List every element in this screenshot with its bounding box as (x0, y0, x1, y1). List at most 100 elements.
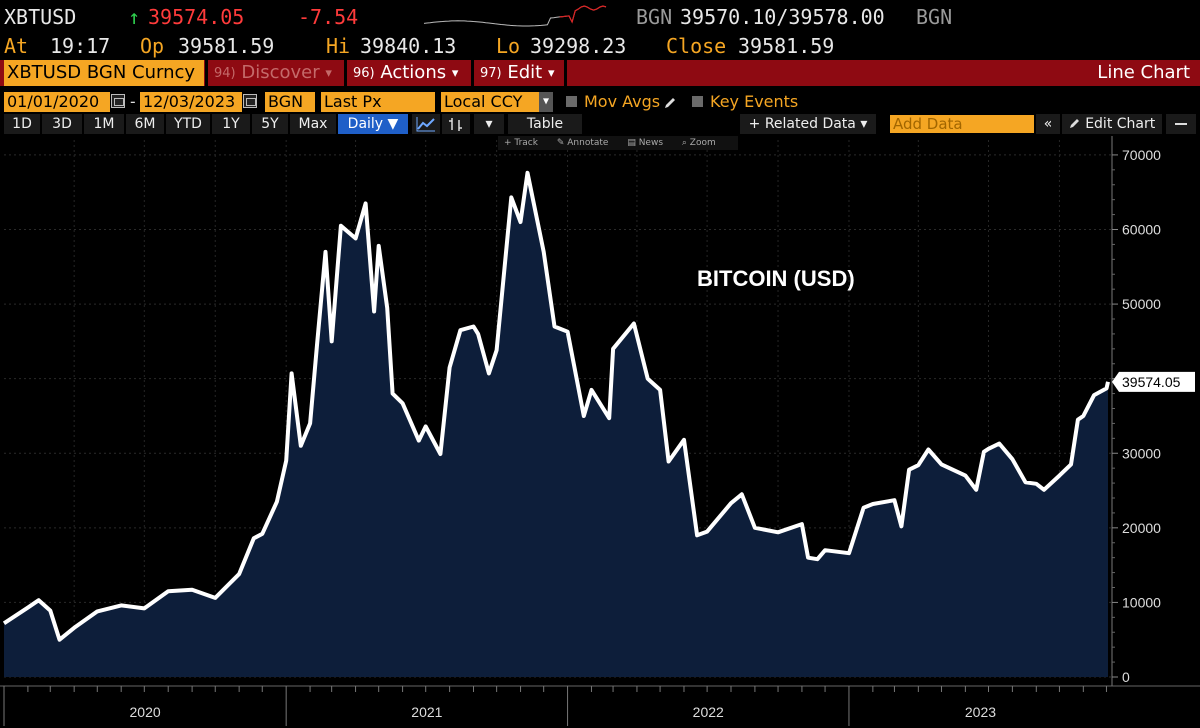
period-1y-button[interactable]: 1Y (212, 114, 250, 134)
chart-toolbar: 1D 3D 1M 6M YTD 1Y 5Y Max Daily ▼ ▾ Tabl… (0, 113, 1200, 135)
news-tool-label: News (638, 138, 664, 148)
divider (564, 60, 567, 86)
annotate-tool-label: Annotate (567, 138, 609, 148)
y-tick-label: 10000 (1122, 594, 1161, 610)
pencil-icon[interactable] (663, 96, 677, 110)
price-area (4, 172, 1108, 678)
chevron-down-icon[interactable]: ▼ (539, 92, 553, 112)
actions-menu-label: Actions (380, 62, 447, 83)
quote-time: 19:17 (50, 34, 111, 58)
sparkline-recent-path (559, 5, 607, 24)
discover-menu[interactable]: 94) Discover ▾ (208, 60, 344, 86)
y-tick-label: 0 (1122, 669, 1130, 685)
quote-header: XBTUSD ↑ 39574.05 -7.54 BGN 39570.10/395… (0, 0, 1200, 34)
price-change: -7.54 (298, 5, 359, 29)
ticker-symbol: XBTUSD (4, 5, 77, 29)
actions-menu-number: 96) (353, 66, 375, 81)
zoom-tool-label: Zoom (689, 138, 716, 148)
line-chart-glyph (416, 117, 435, 132)
news-tool[interactable]: ▤ News (627, 138, 664, 148)
mov-avgs-label: Mov Avgs (584, 92, 661, 111)
x-tick-label: 2022 (693, 704, 724, 720)
chart-type-label: Line Chart (1097, 62, 1190, 83)
period-1d-button[interactable]: 1D (4, 114, 40, 134)
calendar-icon[interactable] (243, 94, 257, 108)
price-chart[interactable]: 2020202120222023010000200003000040000500… (0, 136, 1200, 728)
frequency-dropdown[interactable]: Daily ▼ (338, 114, 408, 134)
pricing-source-field[interactable]: BGN (265, 92, 315, 112)
related-data-button[interactable]: + Related Data ▾ (740, 114, 876, 134)
last-price: 39574.05 (148, 5, 245, 29)
table-button[interactable]: Table (508, 114, 582, 134)
mov-avgs-checkbox[interactable] (566, 96, 577, 107)
calendar-icon[interactable] (111, 94, 125, 108)
edit-chart-label: Edit Chart (1085, 116, 1156, 132)
period-1m-button[interactable]: 1M (84, 114, 124, 134)
period-3d-button[interactable]: 3D (42, 114, 82, 134)
more-options-button[interactable] (1166, 114, 1196, 134)
last-value-tag: 39574.05 (1112, 371, 1195, 392)
period-6m-button[interactable]: 6M (126, 114, 164, 134)
low-price: 39298.23 (530, 34, 627, 58)
chart-settings-row: 01/01/2020 - 12/03/2023 BGN Last Px Loca… (0, 90, 1200, 112)
ohlc-row: At 19:17 Op 39581.59 Hi 39840.13 Lo 3929… (0, 34, 1200, 60)
edit-menu-number: 97) (480, 66, 502, 81)
last-value-badge (1112, 371, 1195, 392)
edit-chart-button[interactable]: Edit Chart (1062, 114, 1162, 134)
actions-menu[interactable]: 96) Actions ▾ (347, 60, 471, 86)
x-tick-label: 2020 (130, 704, 161, 720)
zoom-tool[interactable]: ⌕ Zoom (681, 138, 716, 148)
y-tick-label: 20000 (1122, 520, 1161, 536)
currency-dropdown[interactable]: Local CCY (441, 92, 539, 112)
x-tick-label: 2021 (411, 704, 442, 720)
key-events-label: Key Events (710, 92, 799, 111)
bid-source: BGN (636, 5, 673, 29)
discover-menu-label: Discover (241, 62, 320, 83)
bid-ask-quote: 39570.10/39578.00 (680, 5, 885, 29)
discover-menu-number: 94) (214, 66, 236, 81)
line-chart-icon[interactable] (412, 114, 440, 134)
track-tool[interactable]: + Track (504, 138, 538, 148)
divider (471, 60, 474, 86)
open-label: Op (140, 34, 165, 58)
close-price: 39581.59 (738, 34, 835, 58)
security-field[interactable]: XBTUSD BGN Curncy (4, 60, 204, 86)
command-bar: XBTUSD BGN Curncy 94) Discover ▾ 96) Act… (0, 60, 1200, 86)
at-label: At (4, 34, 29, 58)
track-tool-label: Track (514, 138, 538, 148)
y-tick-label: 30000 (1122, 445, 1161, 461)
chart-title: BITCOIN (USD) (697, 266, 855, 291)
period-max-button[interactable]: Max (290, 114, 336, 134)
date-separator: - (128, 92, 138, 111)
price-line (2, 170, 1110, 642)
x-tick-label: 2023 (965, 704, 996, 720)
price-field-selector[interactable]: Last Px (321, 92, 435, 112)
close-label: Close (666, 34, 727, 58)
chevron-down-icon: ▾ (325, 66, 332, 81)
y-tick-label: 60000 (1122, 222, 1161, 238)
edit-menu[interactable]: 97) Edit ▾ (474, 60, 564, 86)
more-options-icon (1175, 123, 1187, 125)
key-events-checkbox[interactable] (692, 96, 703, 107)
annotate-tool[interactable]: ✎ Annotate (556, 138, 609, 148)
y-tick-label: 70000 (1122, 147, 1161, 163)
chart-tools: + Track ✎ Annotate ▤ News ⌕ Zoom (498, 136, 738, 150)
sparkline-chart (423, 5, 607, 27)
pencil-icon (1069, 119, 1079, 128)
high-label: Hi (326, 34, 351, 58)
open-price: 39581.59 (178, 34, 275, 58)
divider (344, 60, 347, 86)
period-ytd-button[interactable]: YTD (166, 114, 210, 134)
up-arrow-icon: ↑ (128, 5, 141, 29)
divider (205, 60, 208, 86)
y-tick-label: 50000 (1122, 296, 1161, 312)
end-date-field[interactable]: 12/03/2023 (140, 92, 242, 112)
chart-style-dropdown[interactable]: ▾ (474, 114, 504, 134)
period-5y-button[interactable]: 5Y (252, 114, 288, 134)
high-price: 39840.13 (360, 34, 457, 58)
add-data-input[interactable]: Add Data (890, 115, 1034, 133)
bar-chart-icon[interactable] (442, 114, 470, 134)
start-date-field[interactable]: 01/01/2020 (4, 92, 110, 112)
collapse-icon[interactable]: « (1036, 114, 1060, 134)
last-value-label: 39574.05 (1122, 374, 1181, 390)
